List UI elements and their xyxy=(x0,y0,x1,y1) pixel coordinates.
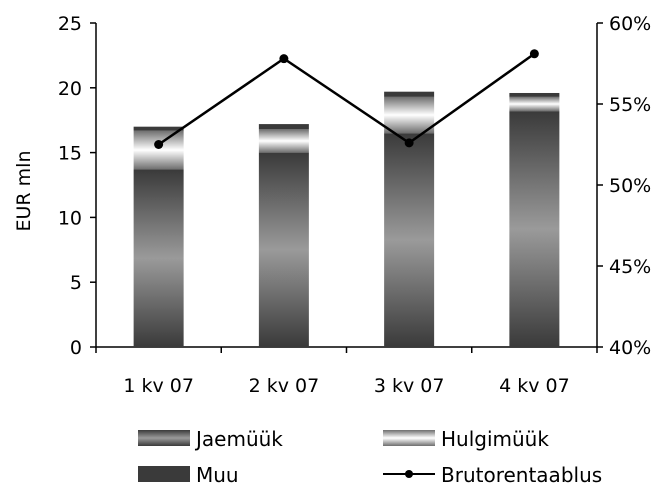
bar-jaemuuk xyxy=(384,133,435,347)
y-tick-label: 5 xyxy=(70,272,82,294)
legend-swatch-muu xyxy=(138,466,190,482)
legend-swatch-hulgimuuk xyxy=(383,430,435,446)
bar-hulgimuuk xyxy=(384,96,435,134)
y2-tick-label: 45% xyxy=(609,256,651,278)
y-tick-label: 20 xyxy=(58,78,82,100)
y2-tick-label: 60% xyxy=(609,13,651,35)
tick-labels: 0 5 10 15 20 25 40% 45% 50% 55% 60% 1 kv 07 2 kv 07 3… xyxy=(58,13,651,397)
brutorentaablus-point xyxy=(404,138,414,148)
legend-marker-brutorentaablus xyxy=(405,470,413,478)
bar-hulgimuuk xyxy=(258,129,309,153)
legend-label-muu: Muu xyxy=(196,463,239,486)
legend-label-jaemuuk: Jaemüük xyxy=(194,427,283,451)
gross-margin-line xyxy=(154,49,539,149)
legend: Jaemüük Hulgimüük Muu Brutorentaablus xyxy=(138,427,602,486)
bars xyxy=(133,91,560,348)
bar-muu xyxy=(509,92,560,97)
bar-jaemuuk xyxy=(133,169,184,347)
y-tick-label: 0 xyxy=(70,337,82,359)
bar-jaemuuk xyxy=(258,152,309,347)
legend-label-hulgimuuk: Hulgimüük xyxy=(441,427,549,451)
legend-item-jaemuuk: Jaemüük xyxy=(138,427,283,451)
legend-label-brutorentaablus: Brutorentaablus xyxy=(441,463,602,486)
x-tick-label: 1 kv 07 xyxy=(123,375,194,397)
x-tick-label: 4 kv 07 xyxy=(499,375,570,397)
y-tick-label: 10 xyxy=(58,207,82,229)
x-tick-label: 3 kv 07 xyxy=(374,375,445,397)
brutorentaablus-point xyxy=(154,140,164,149)
y2-tick-label: 40% xyxy=(609,337,651,359)
y-axis-title: EUR mln xyxy=(13,151,35,232)
y-tick-label: 25 xyxy=(58,13,82,35)
legend-item-hulgimuuk: Hulgimüük xyxy=(383,427,549,451)
bar-muu xyxy=(133,126,184,131)
legend-item-muu: Muu xyxy=(138,463,239,486)
legend-item-brutorentaablus: Brutorentaablus xyxy=(383,463,602,486)
brutorentaablus-point xyxy=(529,49,539,59)
legend-swatch-jaemuuk xyxy=(138,430,190,446)
x-tick-label: 2 kv 07 xyxy=(249,375,320,397)
bar-hulgimuuk xyxy=(133,130,184,170)
bar-hulgimuuk xyxy=(509,96,560,112)
bar-muu xyxy=(258,124,309,130)
bar-jaemuuk xyxy=(509,111,560,348)
y-tick-label: 15 xyxy=(58,143,82,165)
bar-muu xyxy=(384,91,435,97)
y2-tick-label: 55% xyxy=(609,94,651,116)
brutorentaablus-point xyxy=(279,54,289,64)
brutorentaablus-line xyxy=(157,52,536,146)
y2-tick-label: 50% xyxy=(609,175,651,197)
